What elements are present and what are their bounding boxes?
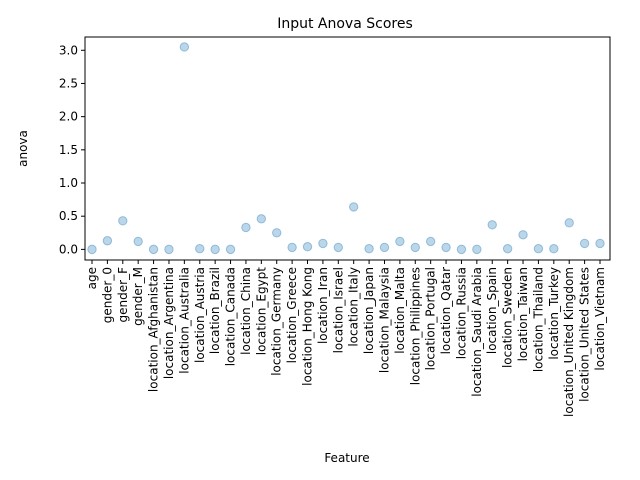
data-point (518, 230, 528, 240)
data-point (395, 236, 405, 247)
x-tick-label: location_Australia (177, 267, 191, 374)
data-point (441, 242, 451, 253)
data-point (549, 244, 559, 254)
x-tick-label: gender_F (116, 267, 130, 323)
data-point (118, 216, 128, 226)
data-point (179, 42, 190, 52)
y-tick-label: 3.0 (59, 43, 78, 57)
data-point (564, 218, 574, 228)
y-axis-label: anova (16, 130, 30, 167)
data-point (318, 238, 328, 249)
x-tick-label: location_Italy (347, 267, 361, 347)
data-point (164, 244, 174, 255)
x-tick-label: location_Spain (485, 267, 499, 354)
x-tick-label: location_Israel (331, 267, 345, 353)
data-point (364, 244, 374, 254)
x-tick-label: location_Malta (393, 267, 407, 354)
data-point (410, 242, 420, 253)
x-tick-label: location_Philippines (408, 267, 422, 385)
x-tick-label: location_Greece (285, 267, 299, 363)
data-point (287, 242, 297, 253)
x-tick-label: location_Sweden (501, 267, 515, 368)
x-tick-label: location_Qatar (439, 267, 453, 354)
x-tick-label: location_Turkey (547, 267, 561, 360)
data-point (333, 242, 344, 253)
y-tick-label: 0.5 (59, 209, 78, 223)
x-tick-label: location_China (239, 267, 253, 355)
data-point (379, 242, 390, 253)
data-point (241, 222, 251, 233)
data-point (133, 236, 143, 247)
y-tick-label: 1.5 (59, 143, 78, 157)
x-tick-label: location_Canada (224, 267, 238, 366)
y-axis: 0.0 0.5 1.0 1.5 2.0 2.5 3.0 (59, 43, 85, 256)
data-point (472, 244, 482, 255)
x-tick-label: gender_M (131, 267, 145, 326)
x-tick-label: location_Russia (454, 267, 468, 359)
x-tick-label: location_Taiwan (516, 267, 530, 361)
x-tick-label: location_Argentina (162, 267, 176, 379)
data-point (487, 220, 497, 230)
data-point (195, 244, 205, 254)
data-point (425, 236, 436, 247)
data-point (225, 244, 236, 255)
x-tick-label: location_Egypt (254, 267, 268, 356)
data-point (595, 238, 605, 249)
x-tick-label: location_Japan (362, 267, 376, 354)
data-point (302, 242, 313, 252)
x-axis-label: Feature (324, 451, 369, 465)
x-tick-label: location_United States (578, 267, 592, 402)
data-point (87, 244, 97, 255)
x-tick-label: location_Vietnam (593, 267, 607, 371)
data-point (256, 214, 267, 224)
x-tick-label: location_Iran (316, 267, 330, 344)
x-tick-label: location_Hong Kong (301, 267, 315, 386)
y-tick-label: 0.0 (59, 242, 78, 256)
x-tick-label: location_Thailand (531, 267, 545, 372)
y-tick-label: 2.5 (59, 76, 78, 90)
plot-frame (84, 36, 611, 261)
points-layer (87, 42, 605, 255)
chart-title: Input Anova Scores (277, 16, 413, 32)
x-axis: age gender_0 gender_F gender_M location_Afgh… (85, 260, 607, 417)
x-tick-label: location_Portugal (424, 267, 438, 370)
data-point (210, 244, 220, 255)
x-tick-label: location_Germany (270, 267, 284, 376)
x-tick-label: age (85, 267, 99, 289)
data-point (102, 236, 113, 246)
x-tick-label: location_Austria (193, 267, 207, 363)
x-tick-label: location_Malaysia (377, 267, 391, 373)
x-tick-label: location_Brazil (208, 267, 222, 354)
data-point (148, 244, 159, 255)
data-point (456, 244, 467, 255)
data-point (502, 244, 513, 254)
data-point (579, 238, 590, 249)
data-point (272, 228, 282, 238)
y-tick-label: 1.0 (59, 176, 78, 190)
y-tick-label: 2.0 (59, 110, 78, 124)
data-point (348, 202, 359, 212)
x-tick-label: location_United Kingdom (562, 267, 576, 417)
x-tick-label: location_Afghanistan (147, 267, 161, 392)
x-tick-label: location_Saudi Arabia (470, 267, 484, 397)
data-point (533, 244, 544, 254)
x-tick-label: gender_0 (100, 267, 114, 323)
